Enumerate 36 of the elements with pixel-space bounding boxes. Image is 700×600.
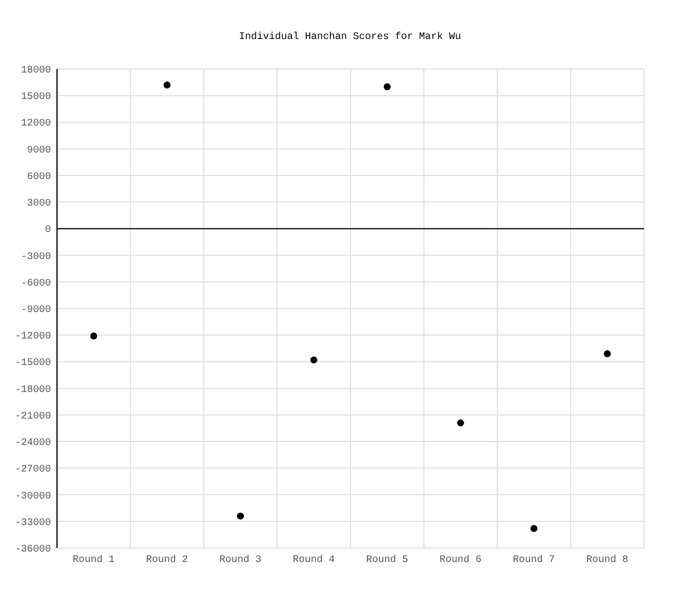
- y-tick-label: 6000: [26, 172, 51, 183]
- y-tick-label: -21000: [14, 411, 51, 422]
- y-tick-label: -36000: [14, 544, 51, 556]
- y-tick-label: -12000: [14, 332, 51, 343]
- point: [384, 83, 391, 90]
- y-tick-label: -27000: [14, 464, 51, 476]
- y-tick-label: -24000: [14, 438, 51, 450]
- y-tick-label: -9000: [20, 305, 51, 316]
- x-tick-label: Round 6: [440, 554, 482, 566]
- y-tick-label: 3000: [26, 198, 51, 210]
- y-tick-label: 9000: [26, 145, 51, 156]
- point: [457, 419, 464, 426]
- x-tick-label: Round 2: [146, 554, 188, 566]
- y-tick-label: -3000: [20, 252, 51, 263]
- point: [310, 356, 318, 364]
- point: [604, 350, 611, 358]
- x-tick-label: Round 4: [292, 554, 335, 566]
- y-tick-label: 15000: [20, 92, 51, 104]
- x-tick-label: Round 8: [586, 554, 628, 566]
- y-tick-label: 18000: [20, 66, 51, 76]
- y-tick-label: -6000: [20, 278, 51, 290]
- x-tick-label: Round 5: [366, 554, 408, 566]
- y-tick-label: 0: [44, 225, 51, 236]
- y-tick-label: -15000: [14, 358, 51, 370]
- y-tick-label: 12000: [20, 118, 51, 130]
- chart-title: Individual Hanchan Scores for Mark Wu: [238, 31, 462, 43]
- y-tick-label: -18000: [14, 384, 51, 396]
- x-tick-label: Round 7: [512, 554, 555, 566]
- point: [530, 524, 538, 532]
- x-tick-label: Round 1: [72, 554, 115, 566]
- point: [164, 81, 171, 88]
- point: [90, 332, 98, 340]
- x-tick-label: Round 3: [219, 554, 262, 566]
- y-tick-label: -30000: [14, 491, 51, 502]
- y-tick-label: -33000: [14, 518, 51, 529]
- point: [236, 512, 244, 520]
